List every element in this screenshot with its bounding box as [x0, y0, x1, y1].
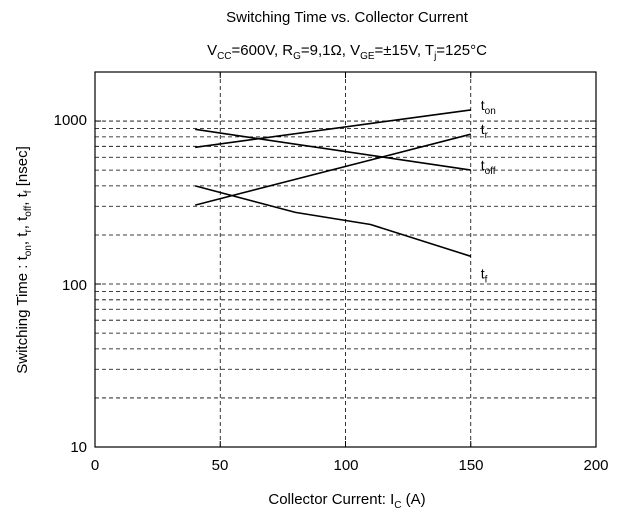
y-tick-label: 10: [70, 439, 87, 456]
y-axis-label: Switching Time : ton, tr, toff, tf [nsec…: [14, 146, 34, 373]
series-label-tf: tf: [481, 265, 488, 285]
x-tick-label: 100: [333, 457, 358, 474]
x-axis-label: Collector Current: IC (A): [268, 491, 425, 511]
x-tick-label: 0: [91, 457, 99, 474]
series-line-ton: [195, 109, 471, 149]
x-tick-label: 150: [458, 457, 483, 474]
chart-title: Switching Time vs. Collector Current: [226, 9, 469, 26]
subtitle-tj-sub: j: [433, 51, 436, 62]
subtitle-vcc-value: =600V, R: [232, 42, 294, 59]
subtitle-rg-value: =9,1Ω, V: [301, 42, 360, 59]
subtitle-vcc: V: [207, 42, 217, 59]
y-tick-label: 1000: [54, 112, 87, 129]
x-tick-label: 200: [583, 457, 608, 474]
subtitle-rg-sub: G: [293, 51, 301, 62]
series-labels: ton tr toff tf: [481, 97, 496, 285]
subtitle-vge-sub: GE: [360, 51, 375, 62]
subtitle-vcc-sub: CC: [217, 51, 231, 62]
tick-marks: [94, 72, 597, 448]
y-tick-label: 100: [62, 277, 87, 294]
y-tick-labels: 10 100 1000: [54, 112, 87, 456]
series-lines: [194, 109, 472, 258]
grid-lines: [95, 72, 596, 447]
series-line-tf: [194, 185, 472, 258]
series-line-toff: [195, 128, 471, 171]
series-line-tr: [195, 133, 471, 206]
series-label-ton: ton: [481, 97, 496, 117]
chart-subtitle: VCC=600V, RG=9,1Ω, VGE=±15V, Tj=125°C: [207, 42, 487, 62]
subtitle-tj-value: =125°C: [436, 42, 487, 59]
series-label-tr: tr: [481, 121, 489, 141]
series-label-toff: toff: [481, 157, 496, 177]
x-tick-labels: 0 50 100 150 200: [91, 457, 609, 474]
x-tick-label: 50: [212, 457, 229, 474]
subtitle-vge-value: =±15V, T: [375, 42, 435, 59]
